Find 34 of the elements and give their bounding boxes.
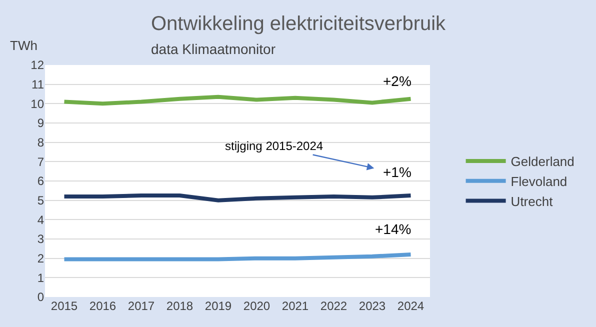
annotation: +1% bbox=[383, 164, 412, 180]
y-tick-label: 6 bbox=[37, 174, 44, 188]
annotation: +14% bbox=[375, 221, 412, 237]
x-tick-label: 2023 bbox=[358, 299, 386, 313]
y-tick-label: 11 bbox=[32, 78, 44, 92]
line-series bbox=[62, 94, 413, 106]
y-tick-label: 0 bbox=[37, 290, 44, 304]
x-tick-label: 2015 bbox=[50, 299, 78, 313]
legend-label: Utrecht bbox=[510, 194, 554, 209]
y-tick-label: 7 bbox=[37, 154, 44, 169]
y-tick-label: 1 bbox=[37, 270, 44, 285]
x-tick-label: 2024 bbox=[397, 299, 424, 313]
chart-subtitle: data Klimaatmonitor bbox=[151, 41, 276, 57]
y-tick-label: 9 bbox=[37, 116, 44, 130]
legend-label: Flevoland bbox=[510, 174, 568, 189]
x-tick-label: 2021 bbox=[282, 299, 309, 313]
y-tick-label: 3 bbox=[37, 232, 44, 246]
x-tick-label: 2019 bbox=[204, 299, 232, 313]
y-tick-label: 4 bbox=[37, 212, 44, 227]
y-tick-label: 10 bbox=[30, 96, 44, 111]
y-tick-label: 5 bbox=[37, 194, 44, 208]
y-tick-label: 8 bbox=[37, 136, 44, 150]
x-tick-label: 2020 bbox=[243, 299, 270, 313]
chart-title: Ontwikkeling elektriciteitsverbruik bbox=[151, 13, 447, 35]
x-tick-label: 2016 bbox=[89, 299, 116, 313]
legend-label: Gelderland bbox=[510, 154, 574, 170]
y-axis-title: TWh bbox=[10, 38, 38, 53]
x-tick-label: 2022 bbox=[320, 299, 348, 313]
annotation: +2% bbox=[383, 73, 412, 89]
y-tick-label: 12 bbox=[30, 58, 44, 72]
annotation: stijging 2015-2024 bbox=[225, 139, 324, 153]
y-tick-label: 2 bbox=[37, 252, 44, 266]
x-tick-label: 2018 bbox=[166, 299, 194, 313]
x-tick-label: 2017 bbox=[128, 299, 155, 313]
